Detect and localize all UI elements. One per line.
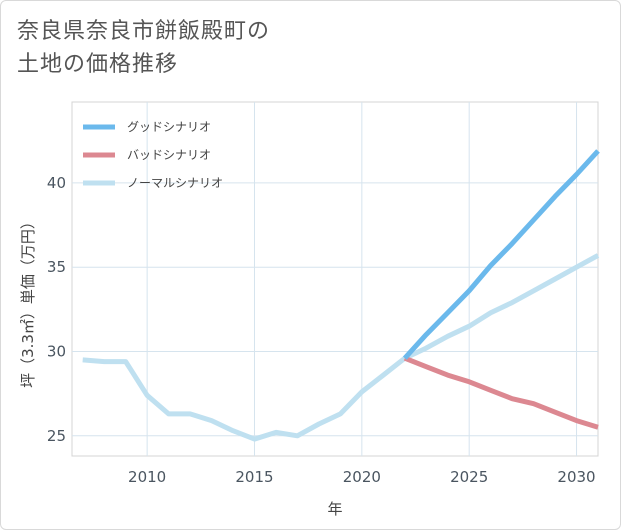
y-tick-label: 25 <box>47 427 66 445</box>
y-tick-label: 40 <box>47 174 66 192</box>
chart-title-line1: 奈良県奈良市餅飯殿町の <box>17 19 271 44</box>
y-axis-title: 坪（3.3㎡）単価（万円） <box>19 214 37 388</box>
x-tick-labels: 2010 2015 2020 2025 2030 <box>128 468 596 486</box>
x-tick-label: 2030 <box>557 468 595 486</box>
series-line <box>402 149 600 360</box>
y-tick-labels: 25 30 35 40 <box>47 174 66 445</box>
series-lines <box>82 149 600 442</box>
y-tick-label: 30 <box>47 342 66 360</box>
plot-area <box>71 101 599 457</box>
series-line <box>403 355 599 430</box>
legend-label: ノーマルシナリオ <box>127 176 223 190</box>
legend-label: バッドシナリオ <box>127 148 211 162</box>
x-tick-label: 2025 <box>450 468 488 486</box>
x-axis-title: 年 <box>327 500 342 518</box>
grid-lines <box>72 102 598 456</box>
x-tick-label: 2015 <box>235 468 273 486</box>
y-tick-label: 35 <box>47 258 66 276</box>
legend-label: グッドシナリオ <box>127 120 211 134</box>
x-tick-label: 2010 <box>128 468 166 486</box>
series-line <box>82 253 600 442</box>
chart-title-line2: 土地の価格推移 <box>17 52 179 77</box>
chart-title: 奈良県奈良市餅飯殿町の 土地の価格推移 <box>17 15 270 81</box>
x-tick-label: 2020 <box>343 468 381 486</box>
